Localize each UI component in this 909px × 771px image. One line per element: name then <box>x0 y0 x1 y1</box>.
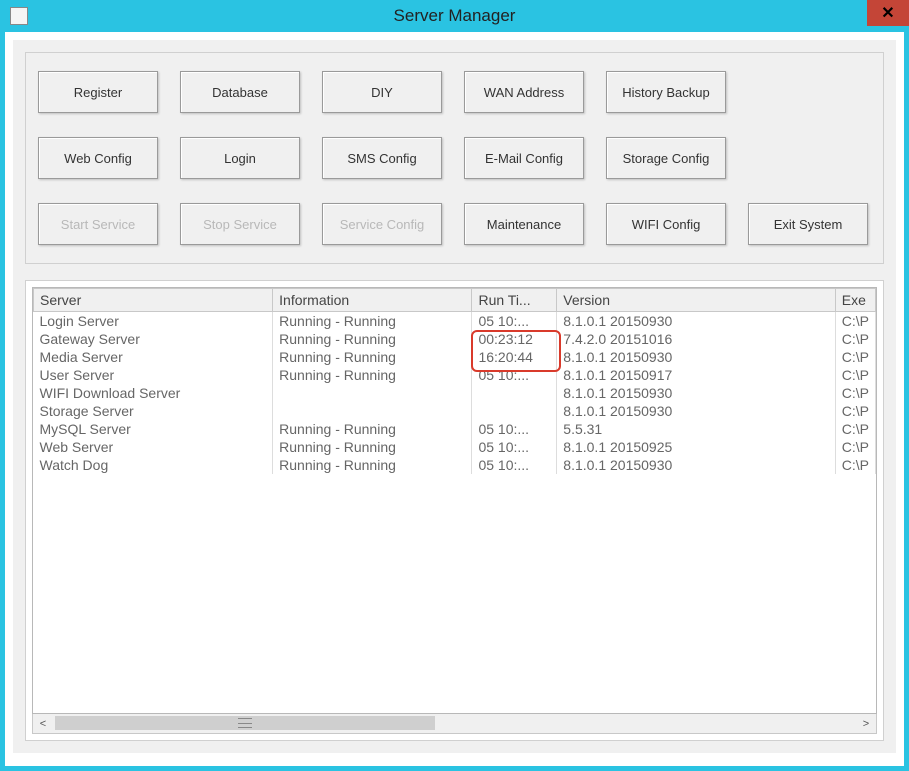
cell-exe: C:\P <box>835 330 875 348</box>
column-header[interactable]: Server <box>34 289 273 312</box>
table-header: ServerInformationRun Ti...VersionExe <box>34 289 876 312</box>
cell-runtime <box>472 402 557 420</box>
button-row-2: Web Config Login SMS Config E-Mail Config St… <box>38 137 871 179</box>
button-row-3: Start Service Stop Service Service Config M… <box>38 203 871 245</box>
database-button[interactable]: Database <box>180 71 300 113</box>
storage-config-button[interactable]: Storage Config <box>606 137 726 179</box>
table-row[interactable]: Storage Server 8.1.0.1 20150930C:\P <box>34 402 876 420</box>
sms-config-button[interactable]: SMS Config <box>322 137 442 179</box>
start-service-button: Start Service <box>38 203 158 245</box>
cell-server: Login Server <box>34 312 273 331</box>
maintenance-button[interactable]: Maintenance <box>464 203 584 245</box>
table-row[interactable]: MySQL ServerRunning - Running05 10:...5.… <box>34 420 876 438</box>
scroll-thumb[interactable] <box>55 716 435 730</box>
cell-info: Running - Running <box>273 366 472 384</box>
cell-version: 8.1.0.1 20150925 <box>557 438 835 456</box>
cell-info: Running - Running <box>273 312 472 331</box>
window-frame: Server Manager ✕ Register Database DIY WAN … <box>0 0 909 771</box>
window-title: Server Manager <box>394 6 516 26</box>
column-header[interactable]: Run Ti... <box>472 289 557 312</box>
cell-info <box>273 384 472 402</box>
table-row[interactable]: Gateway ServerRunning - Running00:23:127… <box>34 330 876 348</box>
cell-runtime: 05 10:... <box>472 438 557 456</box>
table-row[interactable]: Media ServerRunning - Running16:20:448.1… <box>34 348 876 366</box>
cell-version: 5.5.31 <box>557 420 835 438</box>
cell-version: 8.1.0.1 20150930 <box>557 348 835 366</box>
server-table-container: ServerInformationRun Ti...VersionExe Log… <box>32 287 877 714</box>
register-button[interactable]: Register <box>38 71 158 113</box>
cell-exe: C:\P <box>835 420 875 438</box>
cell-exe: C:\P <box>835 366 875 384</box>
cell-runtime: 16:20:44 <box>472 348 557 366</box>
cell-runtime <box>472 384 557 402</box>
cell-version: 8.1.0.1 20150930 <box>557 384 835 402</box>
close-button[interactable]: ✕ <box>867 0 909 26</box>
column-header[interactable]: Information <box>273 289 472 312</box>
wifi-config-button[interactable]: WIFI Config <box>606 203 726 245</box>
cell-exe: C:\P <box>835 312 875 331</box>
wan-address-button[interactable]: WAN Address <box>464 71 584 113</box>
cell-runtime: 05 10:... <box>472 312 557 331</box>
cell-runtime: 00:23:12 <box>472 330 557 348</box>
table-panel: ServerInformationRun Ti...VersionExe Log… <box>25 280 884 741</box>
cell-exe: C:\P <box>835 456 875 474</box>
scroll-grip-icon <box>238 718 252 728</box>
column-header[interactable]: Version <box>557 289 835 312</box>
cell-server: Watch Dog <box>34 456 273 474</box>
button-panel: Register Database DIY WAN Address History Ba… <box>25 52 884 264</box>
horizontal-scrollbar[interactable]: < > <box>32 714 877 734</box>
history-backup-button[interactable]: History Backup <box>606 71 726 113</box>
cell-runtime: 05 10:... <box>472 456 557 474</box>
cell-exe: C:\P <box>835 402 875 420</box>
column-header[interactable]: Exe <box>835 289 875 312</box>
cell-version: 8.1.0.1 20150930 <box>557 312 835 331</box>
table-row[interactable]: Watch DogRunning - Running05 10:...8.1.0… <box>34 456 876 474</box>
server-table: ServerInformationRun Ti...VersionExe Log… <box>33 288 876 474</box>
cell-server: MySQL Server <box>34 420 273 438</box>
cell-info: Running - Running <box>273 348 472 366</box>
cell-info: Running - Running <box>273 456 472 474</box>
cell-runtime: 05 10:... <box>472 420 557 438</box>
cell-server: WIFI Download Server <box>34 384 273 402</box>
cell-server: Web Server <box>34 438 273 456</box>
web-config-button[interactable]: Web Config <box>38 137 158 179</box>
cell-version: 8.1.0.1 20150930 <box>557 402 835 420</box>
table-body: Login ServerRunning - Running05 10:...8.… <box>34 312 876 475</box>
scroll-right-arrow[interactable]: > <box>856 715 876 733</box>
cell-server: User Server <box>34 366 273 384</box>
table-row[interactable]: WIFI Download Server 8.1.0.1 20150930C:\P <box>34 384 876 402</box>
cell-runtime: 05 10:... <box>472 366 557 384</box>
cell-info: Running - Running <box>273 420 472 438</box>
stop-service-button: Stop Service <box>180 203 300 245</box>
exit-system-button[interactable]: Exit System <box>748 203 868 245</box>
cell-version: 7.4.2.0 20151016 <box>557 330 835 348</box>
cell-info: Running - Running <box>273 438 472 456</box>
login-button[interactable]: Login <box>180 137 300 179</box>
table-row[interactable]: Web ServerRunning - Running05 10:...8.1.… <box>34 438 876 456</box>
cell-server: Media Server <box>34 348 273 366</box>
service-config-button: Service Config <box>322 203 442 245</box>
cell-server: Storage Server <box>34 402 273 420</box>
e-mail-config-button[interactable]: E-Mail Config <box>464 137 584 179</box>
cell-exe: C:\P <box>835 438 875 456</box>
diy-button[interactable]: DIY <box>322 71 442 113</box>
scroll-left-arrow[interactable]: < <box>33 715 53 733</box>
table-row[interactable]: User ServerRunning - Running05 10:...8.1… <box>34 366 876 384</box>
content-area: Register Database DIY WAN Address History Ba… <box>13 40 896 753</box>
button-row-1: Register Database DIY WAN Address History Ba… <box>38 71 871 113</box>
table-row[interactable]: Login ServerRunning - Running05 10:...8.… <box>34 312 876 331</box>
cell-version: 8.1.0.1 20150930 <box>557 456 835 474</box>
cell-exe: C:\P <box>835 384 875 402</box>
close-icon: ✕ <box>881 3 894 23</box>
cell-info <box>273 402 472 420</box>
titlebar: Server Manager ✕ <box>0 0 909 32</box>
cell-server: Gateway Server <box>34 330 273 348</box>
cell-info: Running - Running <box>273 330 472 348</box>
app-icon <box>10 7 28 25</box>
cell-version: 8.1.0.1 20150917 <box>557 366 835 384</box>
cell-exe: C:\P <box>835 348 875 366</box>
